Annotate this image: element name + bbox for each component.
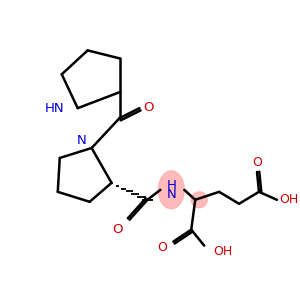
Circle shape xyxy=(191,192,207,208)
Text: O: O xyxy=(158,241,167,254)
Text: OH: OH xyxy=(279,193,298,206)
Text: OH: OH xyxy=(214,245,233,258)
Text: N: N xyxy=(77,134,87,146)
Text: O: O xyxy=(252,156,262,170)
Text: H: H xyxy=(167,179,176,192)
Text: HN: HN xyxy=(45,102,64,115)
Text: O: O xyxy=(143,101,154,114)
Text: N: N xyxy=(167,188,176,201)
Text: O: O xyxy=(112,223,123,236)
Ellipse shape xyxy=(158,171,184,209)
